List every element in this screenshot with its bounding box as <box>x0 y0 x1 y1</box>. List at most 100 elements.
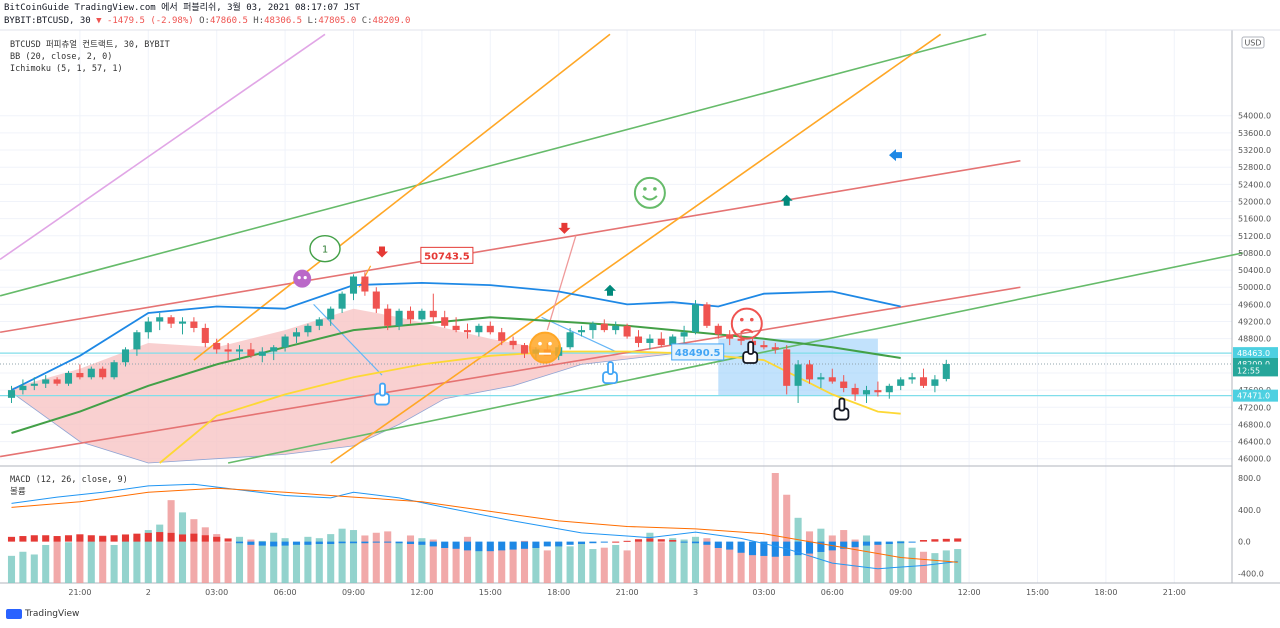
signal-line[interactable] <box>11 487 958 563</box>
candle[interactable] <box>361 272 369 296</box>
candle[interactable] <box>520 342 529 358</box>
trend-line-green-upper[interactable] <box>0 33 987 297</box>
smiley-neutral-icon[interactable] <box>529 331 562 364</box>
candle[interactable] <box>167 315 175 328</box>
candle[interactable] <box>30 377 38 391</box>
candle[interactable] <box>270 345 278 361</box>
arrow-down-icon[interactable] <box>558 222 571 234</box>
candle[interactable] <box>247 342 255 358</box>
trend-line-orange-left[interactable] <box>193 33 611 361</box>
candle[interactable] <box>372 287 380 313</box>
candle[interactable] <box>600 319 608 333</box>
candle[interactable] <box>794 360 802 403</box>
candle[interactable] <box>919 368 928 388</box>
candle[interactable] <box>53 377 61 386</box>
macd-line[interactable] <box>11 483 958 570</box>
trend-line-red-lower[interactable] <box>0 286 1021 458</box>
candle[interactable] <box>509 336 517 350</box>
bb-legend[interactable]: BB (20, close, 2, 0) <box>10 52 113 62</box>
arrow-up-icon[interactable] <box>780 194 793 206</box>
candle[interactable] <box>87 366 95 380</box>
candle[interactable] <box>908 372 916 384</box>
candle[interactable] <box>577 325 586 337</box>
candle[interactable] <box>235 345 244 361</box>
candle[interactable] <box>486 321 494 335</box>
candle[interactable] <box>213 338 221 354</box>
trend-line-violet[interactable] <box>0 33 326 261</box>
candle[interactable] <box>429 293 437 322</box>
pointing-hand-icon[interactable] <box>374 382 390 406</box>
candle[interactable] <box>384 304 392 331</box>
trend-line-orange-right[interactable] <box>330 33 942 464</box>
candle[interactable] <box>463 323 472 339</box>
candle[interactable] <box>110 360 118 380</box>
candle[interactable] <box>566 327 574 350</box>
candle[interactable] <box>304 323 312 337</box>
candle[interactable] <box>840 375 848 393</box>
candle[interactable] <box>634 330 643 348</box>
pointing-hand-icon[interactable] <box>602 361 618 385</box>
candle[interactable] <box>418 308 426 322</box>
bb-upper-band[interactable] <box>11 281 901 391</box>
pointing-hand-icon[interactable] <box>742 341 759 364</box>
candle[interactable] <box>589 321 597 339</box>
candle[interactable] <box>726 330 734 346</box>
candle[interactable] <box>851 383 859 401</box>
candle[interactable] <box>737 334 745 346</box>
candle[interactable] <box>292 327 301 343</box>
price-label[interactable]: 47471.0 <box>1233 389 1278 402</box>
candle[interactable] <box>817 372 825 388</box>
candle[interactable] <box>441 310 449 328</box>
tradingview-footer[interactable]: TradingView <box>6 609 79 619</box>
price-label[interactable]: 48463.0 <box>1233 347 1278 360</box>
candle[interactable] <box>828 368 836 384</box>
candle[interactable] <box>406 306 415 324</box>
candle[interactable] <box>133 330 141 356</box>
candle[interactable] <box>657 332 665 348</box>
candle[interactable] <box>475 323 483 337</box>
candle[interactable] <box>680 325 688 343</box>
candle[interactable] <box>897 377 905 391</box>
candle[interactable] <box>395 308 403 331</box>
candle[interactable] <box>885 383 893 399</box>
candle[interactable] <box>498 327 506 346</box>
arrow-line-blue[interactable] <box>313 303 383 376</box>
candle[interactable] <box>646 334 654 350</box>
candle[interactable] <box>281 334 289 352</box>
candle[interactable] <box>760 340 768 350</box>
ichimoku-legend[interactable]: Ichimoku (5, 1, 57, 1) <box>10 64 123 74</box>
candle[interactable] <box>64 370 73 386</box>
candle[interactable] <box>612 321 620 335</box>
candle[interactable] <box>190 317 198 333</box>
candle[interactable] <box>224 342 232 361</box>
price-annotation[interactable]: 50743.5 <box>420 246 474 264</box>
candle[interactable] <box>931 375 939 393</box>
candle[interactable] <box>714 323 722 339</box>
smiley-happy-icon[interactable] <box>633 176 666 209</box>
price-label[interactable]: 12:55 <box>1233 364 1278 377</box>
candle[interactable] <box>771 342 779 354</box>
candle[interactable] <box>19 379 27 395</box>
candle[interactable] <box>42 375 50 388</box>
candle[interactable] <box>144 317 152 339</box>
candle[interactable] <box>178 317 187 335</box>
candle[interactable] <box>691 300 700 335</box>
candle[interactable] <box>805 360 814 384</box>
candle[interactable] <box>7 385 16 403</box>
candle[interactable] <box>349 274 358 301</box>
candle[interactable] <box>99 366 107 380</box>
candle[interactable] <box>783 345 791 395</box>
speech-bubble[interactable]: 1 <box>309 234 341 263</box>
arrow-up-icon[interactable] <box>604 284 616 296</box>
candle[interactable] <box>258 347 266 363</box>
arrow-left-icon[interactable] <box>889 149 902 162</box>
smiley-sad-icon[interactable] <box>730 307 763 340</box>
candle[interactable] <box>315 317 323 331</box>
candle[interactable] <box>327 306 335 326</box>
arrow-down-icon[interactable] <box>376 246 388 258</box>
candle[interactable] <box>862 385 871 403</box>
candle[interactable] <box>201 323 209 348</box>
devil-face-icon[interactable] <box>293 269 312 288</box>
trend-line-red-upper[interactable] <box>0 159 1021 334</box>
